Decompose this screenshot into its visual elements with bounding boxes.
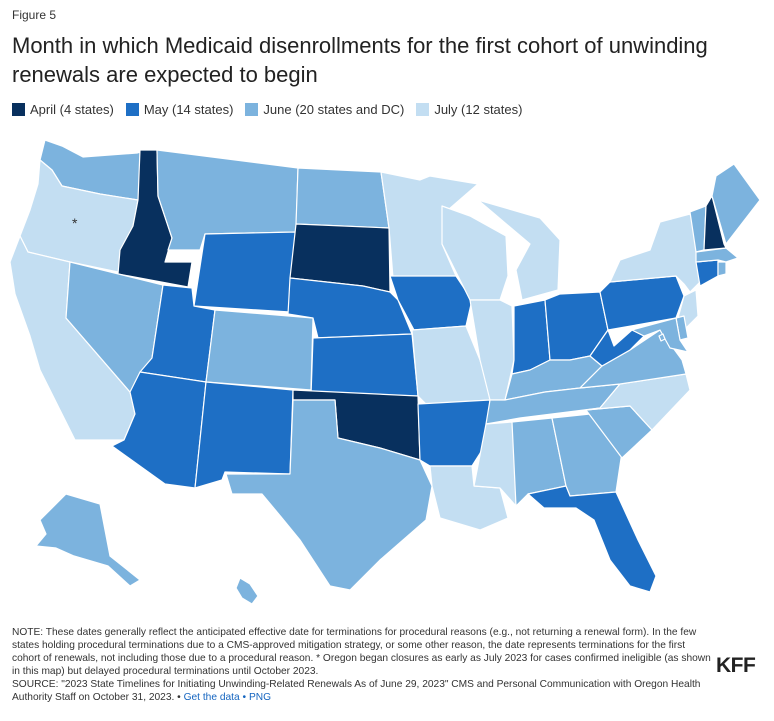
legend-swatch-july: [416, 103, 430, 116]
legend-swatch-june: [245, 103, 259, 116]
oregon-marker: *: [72, 215, 78, 231]
legend-label-may: May (14 states): [143, 102, 234, 117]
state-dc[interactable]: [658, 333, 666, 342]
legend-swatch-april: [12, 103, 25, 116]
state-tx[interactable]: [225, 399, 433, 591]
state-ks[interactable]: [310, 333, 419, 397]
note-text: NOTE: These dates generally reflect the …: [12, 627, 711, 677]
figure-label: Figure 5: [12, 8, 57, 22]
state-nd[interactable]: [295, 167, 390, 229]
state-nm[interactable]: [194, 381, 294, 489]
legend-swatch-may: [125, 103, 139, 116]
legend-item-july: July (12 states): [416, 102, 522, 117]
footnote: NOTE: These dates generally reflect the …: [12, 626, 712, 704]
state-wy[interactable]: [193, 231, 297, 313]
state-fl[interactable]: [527, 485, 657, 593]
state-me[interactable]: [711, 163, 761, 245]
separator: •: [242, 692, 247, 703]
chart-title: Month in which Medicaid disenrollments f…: [12, 33, 708, 87]
kff-logo: KFF: [716, 654, 756, 677]
legend: April (4 states) May (14 states) June (2…: [12, 102, 522, 117]
state-co[interactable]: [205, 309, 314, 391]
legend-item-april: April (4 states): [12, 102, 114, 117]
get-data-link[interactable]: Get the data: [183, 692, 240, 703]
state-il[interactable]: [469, 299, 515, 401]
legend-label-april: April (4 states): [30, 102, 114, 117]
legend-label-july: July (12 states): [434, 102, 523, 117]
legend-label-june: June (20 states and DC): [263, 102, 405, 117]
us-map: *: [9, 139, 761, 605]
legend-item-june: June (20 states and DC): [245, 102, 404, 117]
state-ri[interactable]: [717, 261, 727, 277]
legend-item-may: May (14 states): [125, 102, 234, 117]
state-hi[interactable]: [235, 577, 259, 605]
png-link[interactable]: PNG: [248, 692, 272, 703]
state-la[interactable]: [429, 465, 509, 531]
source-line: SOURCE: "2023 State Timelines for Initia…: [12, 678, 712, 704]
state-nh[interactable]: [703, 195, 727, 251]
state-ak[interactable]: [35, 493, 141, 587]
source-text: SOURCE: "2023 State Timelines for Initia…: [12, 679, 701, 703]
state-ct[interactable]: [695, 259, 719, 287]
state-mi[interactable]: [477, 199, 561, 301]
state-md[interactable]: [631, 317, 689, 353]
